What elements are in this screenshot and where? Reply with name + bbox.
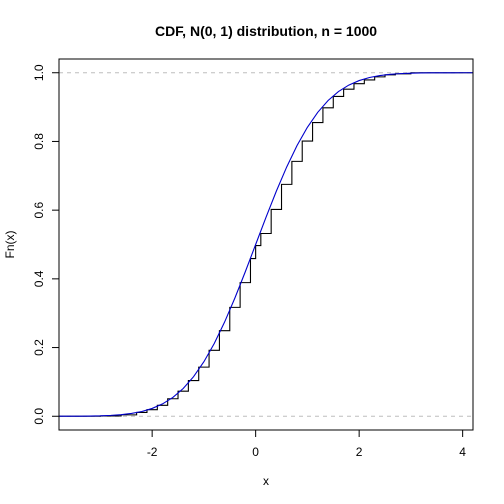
series-group	[58, 72, 473, 417]
y-tick-label-0: 0.0	[32, 408, 46, 425]
chart-title: CDF, N(0, 1) distribution, n = 1000	[155, 23, 377, 39]
normal-cdf-series-line	[58, 72, 473, 417]
y-tick-label-2: 0.4	[32, 270, 46, 287]
y-tick-label-5: 1.0	[32, 64, 46, 81]
x-axis: -2 0 2 4	[147, 430, 466, 459]
y-tick-label-1: 0.2	[32, 339, 46, 356]
x-axis-label: x	[263, 474, 269, 488]
y-tick-label-4: 0.8	[32, 133, 46, 150]
x-tick-label-1: 0	[252, 445, 259, 459]
y-axis: 0.0 0.2 0.4 0.6 0.8 1.0	[32, 64, 59, 425]
x-tick-label-3: 4	[459, 445, 466, 459]
plot-frame	[58, 58, 474, 431]
reference-lines	[59, 72, 473, 417]
y-tick-label-3: 0.6	[32, 201, 46, 218]
x-tick-label-2: 2	[356, 445, 363, 459]
y-axis-label: Fn(x)	[3, 231, 17, 259]
x-tick-label-0: -2	[147, 445, 158, 459]
